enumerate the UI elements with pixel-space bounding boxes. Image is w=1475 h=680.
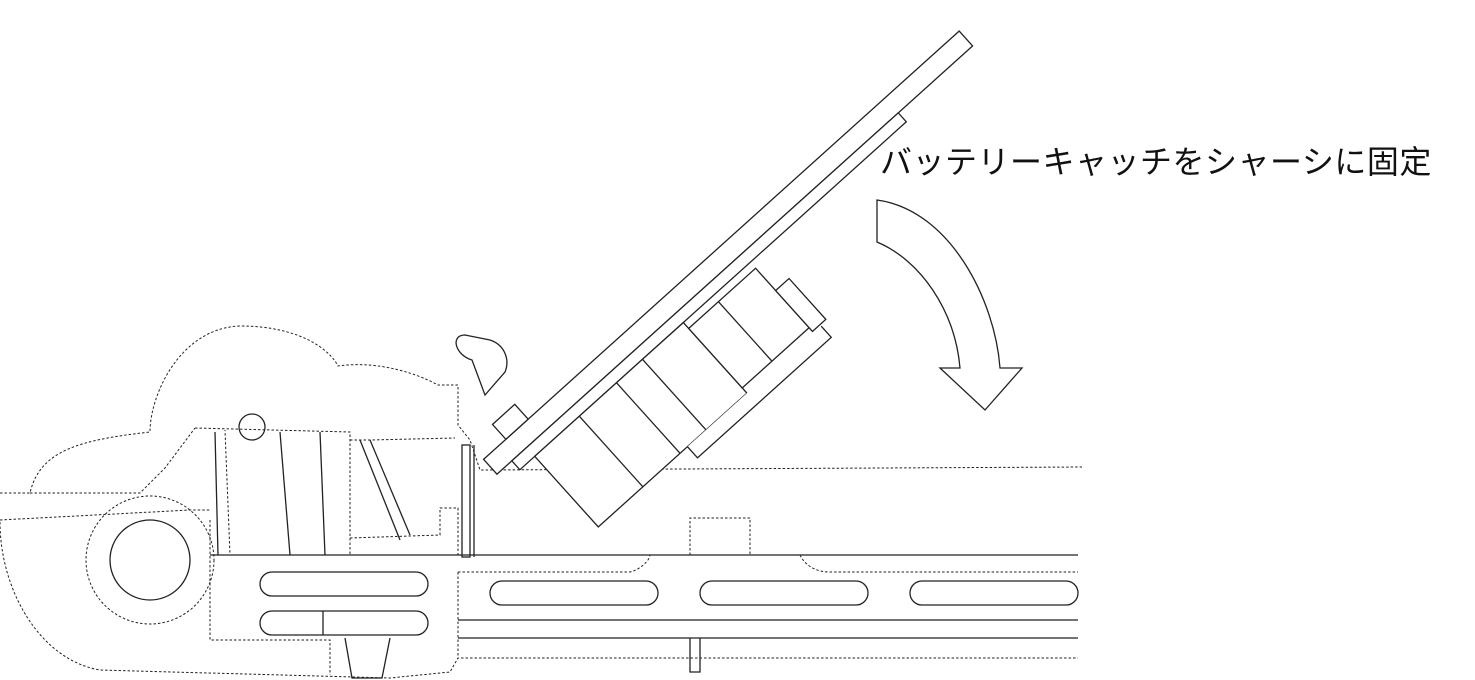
chassis — [0, 325, 1083, 679]
rear-body-step — [30, 427, 196, 494]
gearbox-body — [194, 427, 351, 556]
linkage-1 — [359, 439, 401, 541]
catch-hook — [686, 325, 833, 459]
chassis-slot-3 — [489, 580, 659, 606]
rear-body-lower — [0, 521, 1078, 679]
rail-bracket — [689, 517, 751, 555]
rear-cover-outline — [0, 325, 1083, 494]
battery-cell-line-2 — [615, 382, 681, 454]
battery-cell-line-3 — [641, 358, 707, 431]
caption-label: バッテリーキャッチをシャーシに固定 — [880, 143, 1432, 181]
chassis-slot-1 — [259, 571, 429, 597]
wheel-hub-outer — [85, 495, 215, 625]
chassis-rail-2 — [458, 554, 1078, 573]
gearbox-right-block — [349, 507, 459, 556]
catch-arm-rib — [510, 111, 908, 471]
rotation-arrow-icon — [876, 199, 1024, 411]
gearbox-top-line — [350, 437, 456, 441]
battery-cell-line-1 — [578, 415, 644, 488]
battery-catch — [482, 30, 974, 528]
catch-lower-lip — [491, 403, 530, 441]
battery-post — [461, 444, 471, 558]
linkage-2 — [369, 439, 411, 536]
bottom-tab-left — [344, 637, 391, 679]
chassis-slot-2 — [259, 610, 429, 636]
gearbox-rib-2 — [319, 431, 326, 556]
chassis-slot-5 — [909, 580, 1079, 606]
chassis-slot-4 — [699, 580, 869, 606]
gearbox-rib-1 — [279, 431, 291, 556]
hub-housing — [209, 520, 331, 675]
catch-tab — [774, 277, 827, 333]
rear-body-upper-line — [0, 509, 210, 521]
wheel-hub-inner — [109, 519, 191, 601]
gearbox-rib-3 — [214, 431, 219, 556]
catch-bump — [455, 334, 508, 397]
bottom-tab-right — [689, 638, 701, 673]
battery-end-line — [717, 301, 773, 362]
motor-shaft-circle — [238, 413, 266, 441]
